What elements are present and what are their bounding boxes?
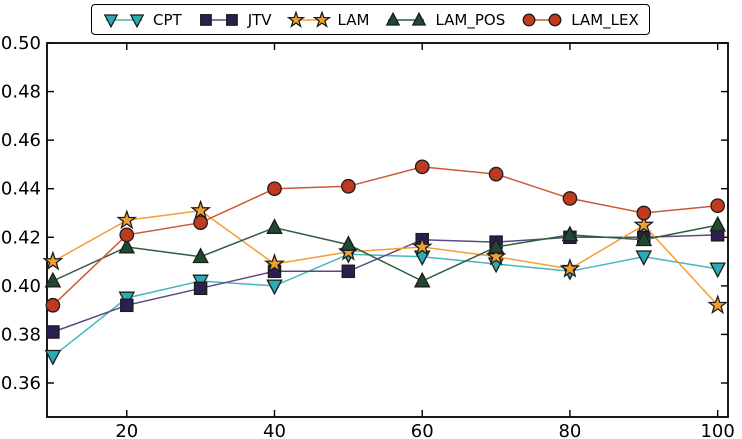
series-marker-LAM_POS xyxy=(118,237,136,254)
legend-marker-LAM_POS xyxy=(412,11,427,26)
legend-marker-JTV xyxy=(199,13,212,26)
series-marker-LAM_LEX xyxy=(45,297,61,313)
series-marker-LAM_LEX xyxy=(119,227,135,243)
legend-marker-CPT xyxy=(129,13,145,28)
series-marker-LAM_POS xyxy=(413,271,431,288)
series-marker-LAM xyxy=(411,236,433,256)
series-marker-LAM_LEX xyxy=(710,198,726,214)
series-marker-LAM_LEX xyxy=(193,215,208,231)
axes-box xyxy=(46,42,729,418)
series-marker-LAM xyxy=(707,294,729,315)
legend-item-lam: LAM xyxy=(286,9,370,30)
series-marker-JTV xyxy=(46,325,60,339)
legend-item-cpt: CPT xyxy=(102,10,182,30)
series-marker-LAM_POS xyxy=(44,271,62,288)
y-tick-label: 0.46 xyxy=(1,130,41,151)
series-line-CPT xyxy=(52,253,718,357)
x-tick-label: 80 xyxy=(558,421,581,439)
series-marker-LAM_LEX xyxy=(488,166,504,182)
series-marker-LAM_LEX xyxy=(562,191,578,206)
y-tick-label: 0.44 xyxy=(1,179,41,200)
legend-swatch-triangle-up-icon xyxy=(386,11,427,26)
legend-marker-CPT xyxy=(103,13,119,28)
series-marker-JTV xyxy=(193,281,208,296)
legend-marker-LAM_POS xyxy=(386,11,401,26)
legend-label: LAM_POS xyxy=(435,10,506,29)
legend-swatch-triangle-down-icon xyxy=(103,13,145,28)
series-line-LAM xyxy=(52,209,719,306)
series-marker-LAM_POS xyxy=(487,237,505,254)
legend-item-jtv: JTV xyxy=(197,10,272,30)
y-tick-label: 0.50 xyxy=(1,33,41,54)
series-marker-CPT xyxy=(635,250,653,266)
series-marker-LAM_LEX xyxy=(267,181,282,197)
series-marker-JTV xyxy=(341,264,356,279)
series-marker-LAM_LEX xyxy=(414,159,430,175)
y-tick-label: 0.48 xyxy=(1,82,41,103)
x-tick-label: 20 xyxy=(115,421,138,439)
legend-marker-LAM_LEX xyxy=(522,13,536,26)
series-marker-LAM_POS xyxy=(340,235,357,251)
legend-label: LAM_LEX xyxy=(571,10,639,29)
series-marker-LAM_POS xyxy=(635,230,653,247)
legend-swatch-square-icon xyxy=(199,13,238,26)
series-marker-LAM_POS xyxy=(561,225,579,242)
legend-marker-LAM xyxy=(312,9,331,28)
series-marker-LAM xyxy=(190,199,212,220)
y-tick-label: 0.38 xyxy=(1,324,41,345)
legend-marker-LAM xyxy=(286,9,305,28)
y-tick-label: 0.42 xyxy=(1,227,41,248)
legend-marker-JTV xyxy=(225,13,238,26)
x-tick-label: 40 xyxy=(263,421,286,439)
series-marker-CPT xyxy=(709,262,726,279)
series-marker-LAM xyxy=(633,214,655,235)
series-marker-JTV xyxy=(120,298,134,313)
legend-swatch-star-icon xyxy=(286,9,331,28)
legend-label: LAM xyxy=(337,10,370,29)
series-line-LAM_POS xyxy=(52,224,718,282)
series-marker-LAM xyxy=(263,253,286,273)
series-marker-LAM_LEX xyxy=(636,205,652,221)
x-tick-label: 60 xyxy=(411,421,434,439)
series-marker-LAM_LEX xyxy=(341,178,356,194)
series-marker-LAM_POS xyxy=(266,218,283,234)
legend-item-lam_lex: LAM_LEX xyxy=(520,10,639,30)
series-marker-CPT xyxy=(266,279,283,296)
legend-marker-LAM_LEX xyxy=(548,13,562,26)
legend-swatch-circle-icon xyxy=(522,13,562,26)
y-tick-label: 0.40 xyxy=(1,276,41,297)
legend-label: JTV xyxy=(247,10,272,29)
series-marker-LAM xyxy=(42,250,64,271)
series-marker-LAM xyxy=(116,209,138,230)
series-marker-LAM xyxy=(559,257,581,278)
chart-legend: CPT JTV LAM LAM_POS LAM_LEX xyxy=(91,4,650,35)
series-marker-LAM xyxy=(485,245,507,266)
series-line-LAM_LEX xyxy=(52,166,718,306)
y-tick-label: 0.36 xyxy=(1,373,41,394)
legend-item-lam_pos: LAM_POS xyxy=(384,10,505,30)
series-marker-LAM_POS xyxy=(709,215,726,232)
series-marker-CPT xyxy=(44,349,62,366)
series-marker-LAM_POS xyxy=(192,247,209,264)
legend-label: CPT xyxy=(153,10,182,29)
x-tick-label: 100 xyxy=(700,421,734,439)
